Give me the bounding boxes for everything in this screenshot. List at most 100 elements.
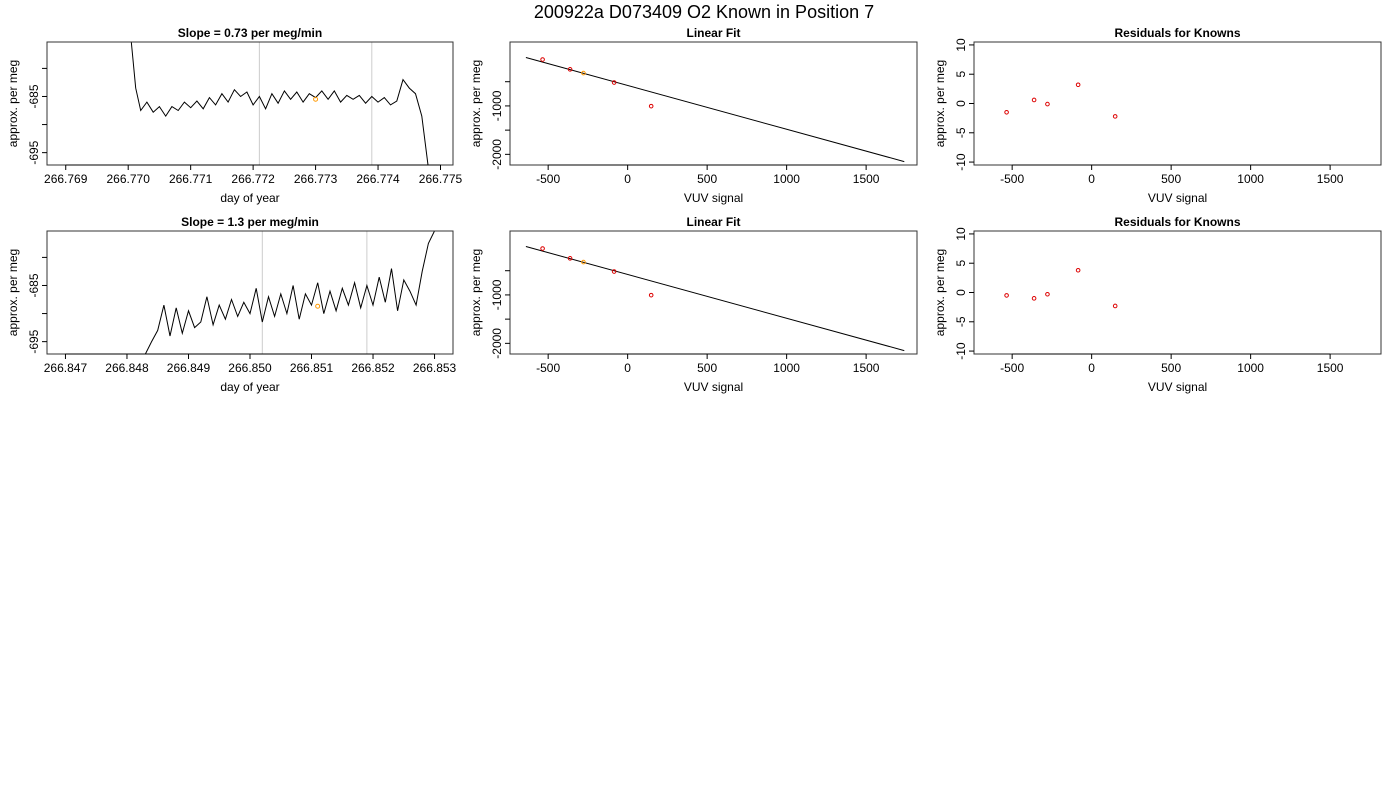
fit-line: [525, 57, 905, 163]
plot-data: [1004, 267, 1118, 309]
y-axis-label: approx. per meg: [933, 249, 947, 336]
y-tick-label: -695: [27, 329, 41, 353]
y-tick-label: -5: [954, 316, 968, 327]
y-tick-label: -5: [954, 127, 968, 138]
x-tick-label: 1500: [1317, 172, 1344, 186]
x-tick-label: 266.775: [419, 172, 463, 186]
figure-title: 200922a D073409 O2 Known in Position 7: [534, 2, 874, 22]
x-tick-label: -500: [1000, 361, 1024, 375]
plot-data: [525, 57, 905, 163]
plot-data: [1004, 82, 1118, 119]
panel-title: Linear Fit: [686, 215, 740, 229]
plot-data: [144, 231, 435, 354]
y-tick-label: -2000: [490, 139, 504, 170]
y-tick-label: 0: [954, 289, 968, 296]
y-tick-label: -695: [27, 140, 41, 164]
x-axis-label: VUV signal: [684, 191, 743, 205]
data-point: [540, 57, 545, 62]
x-tick-label: 266.852: [351, 361, 395, 375]
data-point: [1004, 293, 1009, 298]
x-tick-label: -500: [536, 361, 560, 375]
y-axis-label: approx. per meg: [469, 60, 483, 147]
x-axis-label: day of year: [220, 380, 279, 394]
y-axis-label: approx. per meg: [6, 60, 20, 147]
y-tick-label: -2000: [490, 328, 504, 359]
data-point: [611, 269, 617, 274]
fit-line: [525, 246, 905, 352]
highlight-point: [581, 70, 586, 76]
panel-p2: Linear Fit -500 0 500 1000 1500 -2000 -1000 VUV …: [469, 26, 918, 205]
y-axis-label: approx. per meg: [6, 249, 20, 336]
panel-title: Residuals for Knowns: [1114, 215, 1240, 229]
x-tick-label: 0: [624, 172, 631, 186]
data-point: [1045, 101, 1050, 107]
x-tick-label: 1000: [773, 172, 800, 186]
y-tick-label: 0: [954, 100, 968, 107]
panel-p5: Linear Fit -500 0 500 1000 1500 -2000 -1000 VUV …: [469, 215, 918, 394]
highlight-point: [313, 96, 319, 102]
panel-grid: Slope = 0.73 per meg/min 266.769 266.770 26…: [6, 26, 1382, 394]
x-tick-label: 266.772: [231, 172, 275, 186]
y-tick-label: 10: [954, 227, 968, 241]
y-tick-label: -685: [27, 273, 41, 297]
y-tick-label: 10: [954, 38, 968, 52]
x-tick-label: 266.853: [413, 361, 457, 375]
x-tick-label: 0: [1088, 361, 1095, 375]
y-axis-label: approx. per meg: [469, 249, 483, 336]
x-tick-label: 0: [624, 361, 631, 375]
x-tick-label: 1500: [853, 172, 880, 186]
plot-data: [525, 246, 905, 352]
panel-title: Residuals for Knowns: [1114, 26, 1240, 40]
data-point: [567, 256, 573, 261]
x-tick-label: 1500: [1317, 361, 1344, 375]
data-point: [1031, 97, 1037, 103]
data-point: [648, 103, 654, 109]
x-tick-label: 266.851: [290, 361, 334, 375]
panel-p3: Residuals for Knowns -500 0 500 1000 1500 -10 -…: [933, 26, 1382, 205]
data-series-line: [130, 42, 429, 165]
x-tick-label: 500: [1161, 361, 1181, 375]
panel-p6: Residuals for Knowns -500 0 500 1000 1500 -10 -…: [933, 215, 1382, 394]
x-tick-label: 0: [1088, 172, 1095, 186]
y-axis-label: approx. per meg: [933, 60, 947, 147]
y-tick-label: -685: [27, 84, 41, 108]
x-tick-label: 266.770: [107, 172, 151, 186]
x-tick-label: 266.771: [169, 172, 213, 186]
x-tick-label: 266.769: [44, 172, 88, 186]
x-tick-label: 266.850: [228, 361, 272, 375]
data-point: [1004, 109, 1009, 115]
x-tick-label: 266.774: [356, 172, 400, 186]
x-tick-label: 1500: [853, 361, 880, 375]
x-tick-label: 500: [697, 172, 717, 186]
y-tick-label: -10: [954, 342, 968, 360]
highlight-point: [581, 259, 586, 265]
panel-title: Slope = 0.73 per meg/min: [178, 26, 322, 40]
x-tick-label: 266.848: [105, 361, 149, 375]
panel-title: Slope = 1.3 per meg/min: [181, 215, 319, 229]
panel-p1: Slope = 0.73 per meg/min 266.769 266.770 26…: [6, 26, 463, 205]
x-tick-label: 1000: [773, 361, 800, 375]
data-point: [567, 67, 573, 72]
y-tick-label: -10: [954, 153, 968, 171]
data-point: [1112, 114, 1118, 119]
panel-title: Linear Fit: [686, 26, 740, 40]
data-point: [1075, 267, 1081, 273]
x-tick-label: 266.773: [294, 172, 338, 186]
x-tick-label: 266.849: [167, 361, 211, 375]
x-tick-label: 1000: [1237, 172, 1264, 186]
plot-data: [130, 42, 429, 165]
data-point: [648, 292, 654, 298]
x-tick-label: -500: [1000, 172, 1024, 186]
y-tick-label: 5: [954, 260, 968, 267]
data-point: [540, 246, 545, 251]
data-point: [1031, 296, 1037, 301]
x-axis-label: VUV signal: [684, 380, 743, 394]
x-tick-label: 1000: [1237, 361, 1264, 375]
y-tick-label: 5: [954, 71, 968, 78]
x-tick-label: -500: [536, 172, 560, 186]
data-point: [611, 80, 617, 85]
x-axis-label: VUV signal: [1148, 191, 1207, 205]
highlight-point: [315, 303, 321, 309]
